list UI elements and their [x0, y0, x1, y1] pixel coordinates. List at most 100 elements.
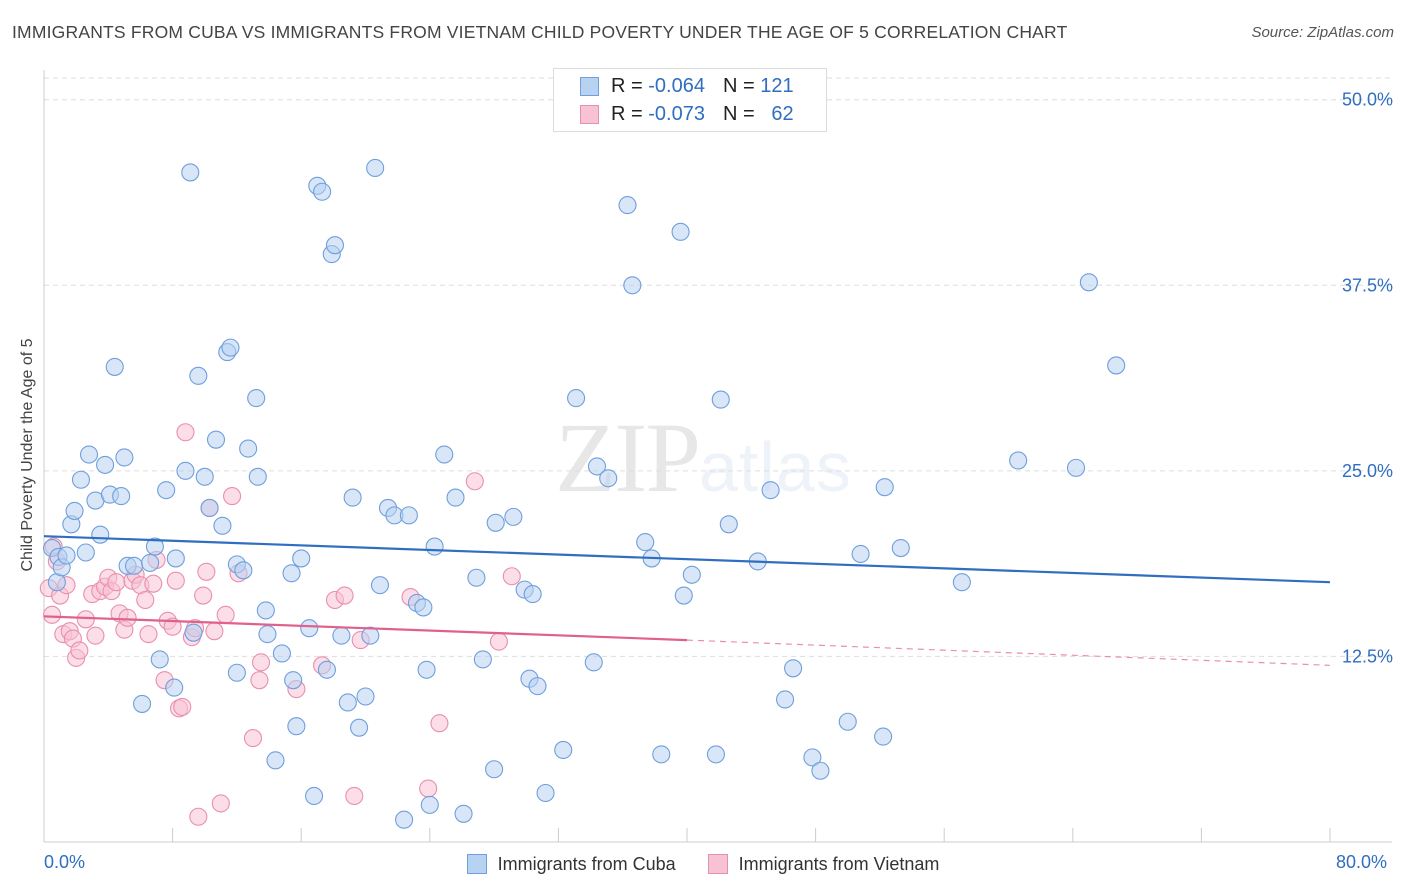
cuba-point — [671, 222, 690, 241]
legend-r-value-vietnam: -0.073 — [648, 102, 705, 125]
cuba-point — [338, 693, 357, 712]
cuba-point — [875, 478, 894, 497]
cuba-point — [1107, 356, 1126, 375]
series-legend: Immigrants from Cuba Immigrants from Vie… — [0, 850, 1406, 878]
cuba-point — [248, 467, 267, 486]
vietnam-point — [86, 626, 105, 645]
cuba-point — [141, 553, 160, 572]
cuba-point — [150, 650, 169, 669]
x-axis-min-label: 0.0% — [44, 852, 86, 872]
cuba-point — [652, 745, 671, 764]
cuba-point — [91, 525, 110, 544]
watermark: ZIPatlas — [555, 400, 852, 515]
cuba-point — [399, 506, 418, 525]
cuba-point — [247, 389, 266, 408]
cuba-point — [803, 748, 822, 767]
vietnam-point — [465, 472, 484, 491]
vietnam-point — [144, 574, 163, 593]
cuba-point — [851, 544, 870, 564]
vietnam-point — [223, 487, 242, 506]
cuba-point — [266, 751, 285, 770]
cuba-point — [682, 565, 701, 584]
cuba-point — [838, 712, 857, 731]
y-tick-label: 12.5% — [1342, 646, 1393, 666]
cuba-point — [599, 469, 618, 488]
vietnam-point — [139, 625, 158, 644]
cuba-point — [325, 236, 345, 255]
legend-swatch-vietnam — [580, 104, 599, 124]
cuba-point — [284, 671, 303, 690]
cuba-point — [305, 786, 324, 806]
vietnam-point — [166, 571, 185, 590]
cuba-point — [874, 727, 893, 746]
vietnam-point — [205, 622, 224, 641]
watermark-zip: ZIP — [555, 402, 701, 513]
vietnam-point — [70, 641, 89, 660]
cuba-point — [221, 338, 240, 357]
cuba-point — [256, 601, 275, 620]
vietnam-point — [163, 617, 182, 636]
cuba-point — [112, 487, 131, 506]
cuba-point — [711, 390, 730, 409]
cuba-point — [96, 455, 115, 474]
cuba-point — [133, 694, 152, 713]
vietnam-point — [176, 423, 195, 442]
cuba-point — [523, 585, 542, 604]
vietnam-point — [173, 697, 192, 716]
vietnam-point — [118, 608, 137, 627]
x-axis-max-label: 80.0% — [1336, 852, 1388, 872]
cuba-point — [1009, 451, 1028, 470]
cuba-point — [65, 501, 84, 520]
legend-row-cuba: R = -0.064 N = 121 — [554, 72, 794, 100]
cuba-point — [200, 498, 219, 518]
cuba-points-layer — [42, 158, 1126, 829]
y-tick-labels: 12.5% 25.0% 37.5% 50.0% — [1342, 90, 1393, 667]
cuba-point — [446, 488, 465, 507]
cuba-point — [587, 457, 607, 476]
cuba-point — [332, 626, 351, 645]
vietnam-point — [502, 567, 521, 586]
cuba-point — [719, 515, 738, 534]
chart-title: IMMIGRANTS FROM CUBA VS IMMIGRANTS FROM … — [12, 22, 1068, 42]
cuba-point — [166, 549, 185, 568]
legend-item-cuba: Immigrants from Cuba — [466, 853, 676, 875]
vietnam-point — [194, 586, 213, 605]
vietnam-point — [197, 562, 216, 581]
cuba-point — [420, 795, 439, 814]
vietnam-trend-line — [43, 615, 688, 642]
vietnam-point — [136, 590, 155, 610]
legend-n-value-cuba: 121 — [760, 74, 794, 97]
cuba-point — [417, 660, 436, 679]
cuba-point — [425, 537, 444, 556]
cuba-point — [356, 687, 375, 706]
cuba-point — [1079, 273, 1098, 292]
cuba-point — [181, 163, 200, 182]
cuba-point — [454, 804, 473, 823]
cuba-point — [952, 573, 971, 592]
vietnam-point — [250, 671, 269, 690]
cuba-point — [761, 481, 780, 500]
cuba-point — [1066, 458, 1086, 477]
vietnam-point — [42, 605, 62, 624]
cuba-point — [176, 461, 195, 480]
cuba-point — [145, 537, 164, 556]
cuba-point — [486, 513, 505, 532]
cuba-point — [57, 546, 76, 565]
vietnam-points-layer — [39, 423, 521, 826]
cuba-point — [528, 677, 547, 696]
cuba-point — [504, 507, 523, 526]
cuba-point — [467, 568, 486, 587]
legend-row-vietnam: R = -0.073 N = 62 — [554, 100, 794, 128]
legend-bottom-label-cuba: Immigrants from Cuba — [497, 853, 676, 874]
vietnam-point — [211, 794, 230, 813]
cuba-point — [105, 357, 124, 376]
cuba-point — [79, 445, 99, 464]
vietnam-trend-extension — [686, 639, 1331, 666]
trend-layer — [43, 535, 1331, 666]
cuba-point — [76, 543, 95, 562]
cuba-point — [195, 467, 214, 486]
legend-n-label-cuba: N = — [722, 74, 755, 97]
vietnam-point — [216, 605, 235, 624]
cuba-point — [239, 439, 258, 458]
